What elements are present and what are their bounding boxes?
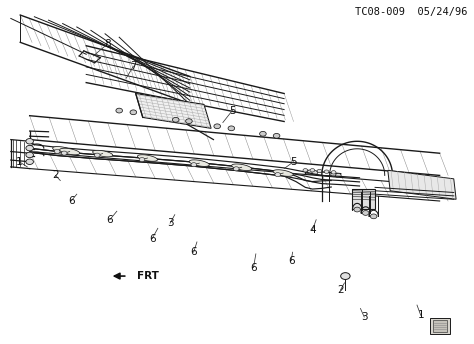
Circle shape xyxy=(55,149,60,153)
Polygon shape xyxy=(53,147,73,153)
Circle shape xyxy=(94,153,100,157)
Circle shape xyxy=(331,171,336,174)
Circle shape xyxy=(186,119,192,123)
Circle shape xyxy=(26,159,34,164)
Polygon shape xyxy=(60,148,80,155)
Text: 6: 6 xyxy=(107,215,113,225)
Text: 6: 6 xyxy=(288,256,294,266)
Circle shape xyxy=(370,214,377,219)
Circle shape xyxy=(191,163,197,167)
Polygon shape xyxy=(189,160,210,166)
Circle shape xyxy=(26,146,34,151)
Circle shape xyxy=(310,169,315,172)
Text: 5: 5 xyxy=(229,106,236,116)
Polygon shape xyxy=(273,170,293,176)
Circle shape xyxy=(362,211,369,215)
Circle shape xyxy=(130,110,137,115)
Circle shape xyxy=(260,131,266,136)
Text: 7: 7 xyxy=(130,61,137,71)
Circle shape xyxy=(62,151,67,155)
Circle shape xyxy=(173,117,179,122)
Text: FRT: FRT xyxy=(137,271,159,281)
Polygon shape xyxy=(232,164,252,171)
Text: 5: 5 xyxy=(290,157,297,167)
Bar xyxy=(353,189,375,209)
Text: 3: 3 xyxy=(167,218,173,228)
Circle shape xyxy=(324,170,329,173)
Circle shape xyxy=(307,170,313,174)
Circle shape xyxy=(116,108,122,113)
Bar xyxy=(430,318,450,334)
Text: 1: 1 xyxy=(418,310,424,320)
Circle shape xyxy=(317,169,322,173)
Polygon shape xyxy=(92,150,113,157)
Circle shape xyxy=(26,152,34,158)
Text: 6: 6 xyxy=(191,247,197,257)
Polygon shape xyxy=(388,170,456,199)
Text: 6: 6 xyxy=(149,234,155,244)
Polygon shape xyxy=(137,155,157,161)
Circle shape xyxy=(273,133,280,138)
Bar xyxy=(433,320,447,332)
Text: 2: 2 xyxy=(337,285,344,295)
Text: 4: 4 xyxy=(309,225,316,235)
Text: 8: 8 xyxy=(104,39,111,49)
Text: 6: 6 xyxy=(250,262,257,272)
Circle shape xyxy=(26,139,34,144)
Text: TC08-009  05/24/96: TC08-009 05/24/96 xyxy=(356,7,468,17)
Circle shape xyxy=(341,273,350,279)
Circle shape xyxy=(303,169,308,172)
Circle shape xyxy=(275,173,281,177)
Text: 1: 1 xyxy=(16,157,23,167)
Circle shape xyxy=(312,171,318,175)
Text: 6: 6 xyxy=(68,196,74,206)
Text: 3: 3 xyxy=(361,312,367,322)
Circle shape xyxy=(354,207,360,212)
Circle shape xyxy=(233,167,239,171)
Circle shape xyxy=(331,173,337,177)
Circle shape xyxy=(336,173,341,178)
Circle shape xyxy=(139,158,145,162)
Circle shape xyxy=(214,124,220,129)
Polygon shape xyxy=(136,94,211,128)
Text: 2: 2 xyxy=(52,170,59,180)
Circle shape xyxy=(228,126,235,131)
